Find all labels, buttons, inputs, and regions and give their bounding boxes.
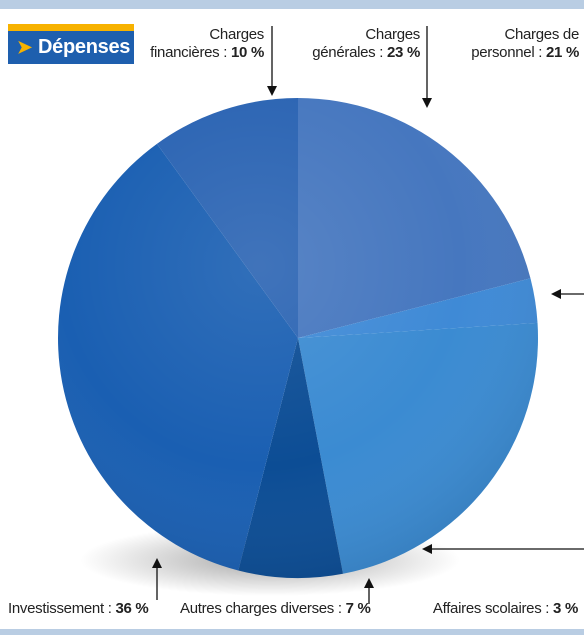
label-investissement: Investissement : 36 % (8, 600, 149, 617)
section-title: Dépenses (38, 36, 131, 58)
section-badge: ➤ Dépenses (8, 24, 134, 64)
label-charges-financieres: Charges financières : 10 % (150, 26, 264, 61)
bottom-rule (0, 629, 584, 635)
pie-shine (58, 98, 538, 578)
arrow-right-icon: ➤ (17, 37, 33, 57)
top-rule (0, 0, 584, 9)
label-charges-personnel: Charges de personnel : 21 % (471, 26, 579, 61)
badge-accent-bar (8, 24, 134, 31)
label-affaires-scolaires: Affaires scolaires : 3 % (432, 600, 578, 617)
label-charges-generales: Charges générales : 23 % (312, 26, 420, 61)
label-autres-charges: Autres charges diverses : 7 % (180, 600, 371, 617)
